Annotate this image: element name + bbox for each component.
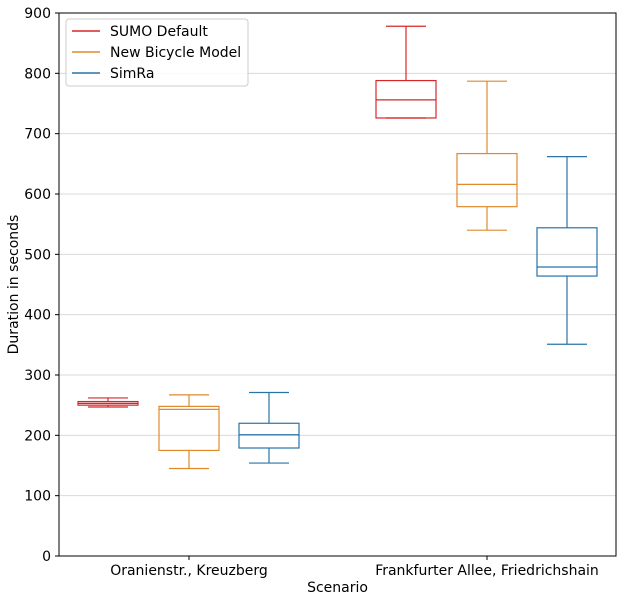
y-tick-label: 500 [24, 247, 51, 263]
box [375, 25, 437, 119]
y-tick-label: 600 [24, 187, 51, 203]
iqr-box [536, 227, 598, 277]
box [77, 397, 139, 408]
y-axis-label: Duration in seconds [6, 215, 22, 355]
legend-label: New Bicycle Model [110, 45, 241, 61]
y-tick-label: 200 [24, 428, 51, 444]
y-tick-label: 400 [24, 308, 51, 324]
x-axis-label: Scenario [307, 580, 368, 596]
legend: SUMO Default New Bicycle Model SimRa [65, 18, 249, 87]
series-sumo-default [77, 25, 437, 408]
box [536, 155, 598, 345]
series-simra [238, 155, 598, 464]
y-tick-label: 900 [24, 6, 51, 22]
y-tick-label: 0 [42, 549, 51, 565]
iqr-box [158, 405, 220, 452]
legend-label: SimRa [110, 66, 154, 82]
box-series [77, 25, 598, 470]
series-new-bicycle-model [158, 80, 518, 470]
x-tick-label: Oranienstr., Kreuzberg [110, 563, 268, 579]
x-axis: Oranienstr., Kreuzberg Frankfurter Allee,… [110, 556, 599, 579]
y-axis: 0 100 200 300 400 500 600 700 800 900 [24, 6, 59, 565]
y-tick-label: 100 [24, 489, 51, 505]
box [238, 391, 300, 464]
iqr-box [238, 422, 300, 449]
box [158, 394, 220, 470]
y-tick-label: 800 [24, 66, 51, 82]
legend-label: SUMO Default [110, 24, 208, 40]
x-tick-label: Frankfurter Allee, Friedrichshain [375, 563, 599, 579]
box [456, 80, 518, 231]
iqr-box [375, 79, 437, 119]
y-tick-label: 300 [24, 368, 51, 384]
y-tick-label: 700 [24, 127, 51, 143]
plot-frame [58, 12, 617, 557]
grid-lines [59, 72, 616, 497]
iqr-box [456, 152, 518, 208]
legend-box [65, 18, 249, 87]
